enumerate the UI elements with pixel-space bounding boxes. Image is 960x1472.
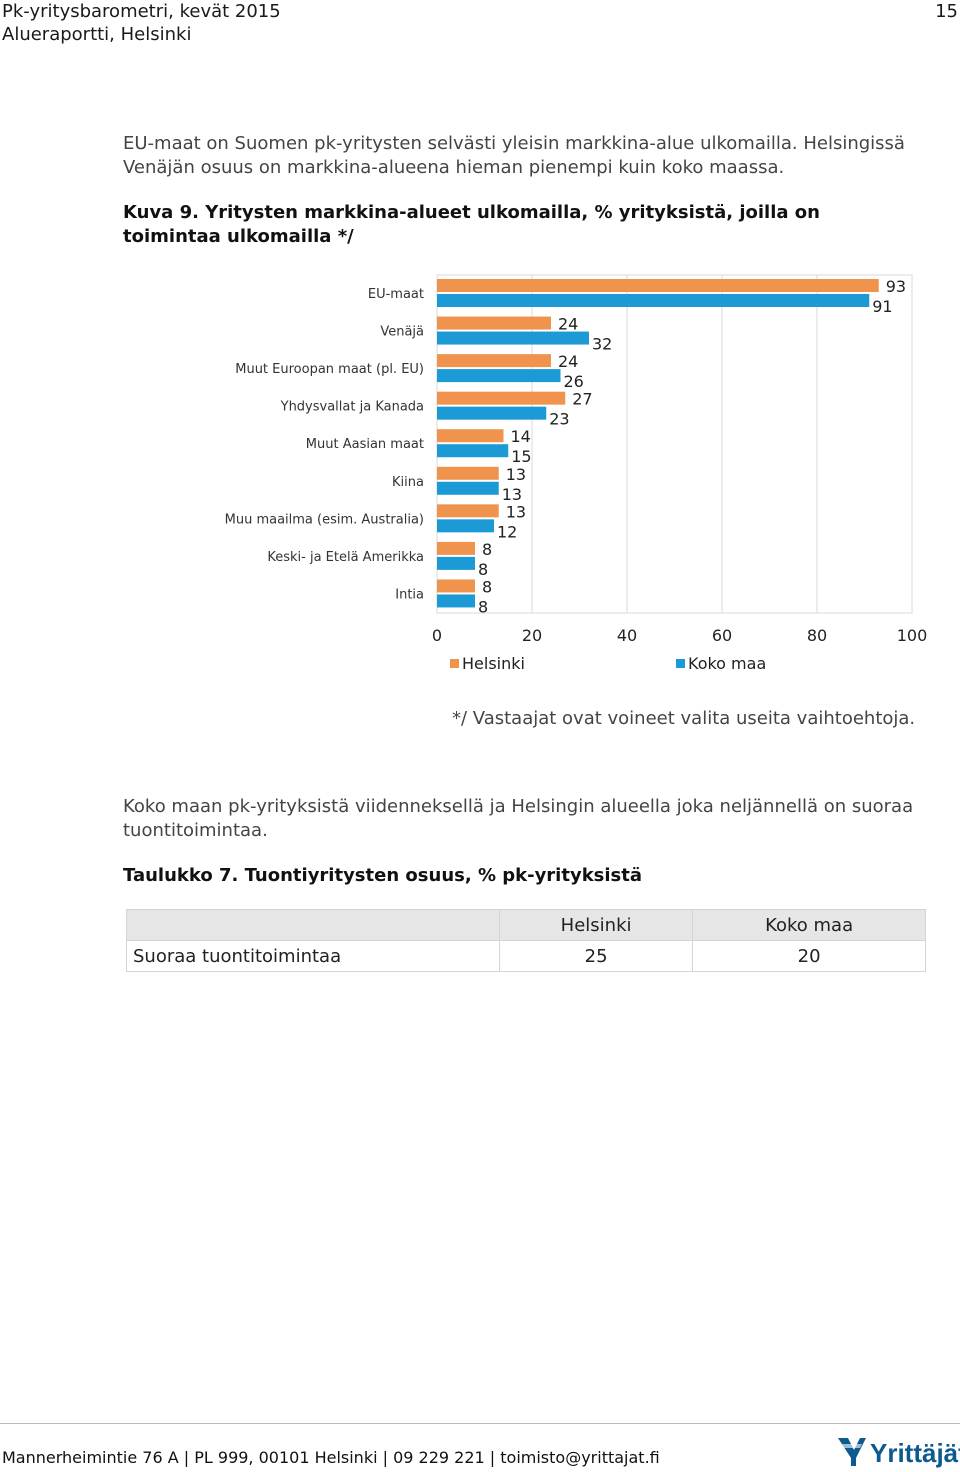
data-label: 26 — [564, 372, 584, 391]
footer-divider — [0, 1423, 960, 1424]
x-tick-label: 40 — [617, 626, 637, 645]
category-label: Intia — [395, 587, 424, 602]
chart-footnote: */ Vastaajat ovat voineet valita useita … — [452, 708, 916, 729]
yrittajat-logo: Yrittäjät — [838, 1438, 960, 1468]
footer-address: Mannerheimintie 76 A | PL 999, 00101 Hel… — [2, 1448, 660, 1467]
legend-swatch — [450, 659, 459, 668]
data-label: 8 — [482, 577, 492, 596]
figure-caption: Kuva 9. Yritysten markkina-alueet ulkoma… — [123, 202, 820, 247]
category-label: Muut Euroopan maat (pl. EU) — [235, 362, 424, 377]
intro-paragraph: EU-maat on Suomen pk-yritysten selvästi … — [123, 133, 905, 178]
bar — [437, 429, 504, 443]
data-label: 8 — [478, 597, 488, 616]
table-caption: Taulukko 7. Tuontiyritysten osuus, % pk-… — [123, 865, 643, 886]
category-label: Yhdysvallat ja Kanada — [280, 400, 424, 415]
data-label: 13 — [502, 485, 522, 504]
data-label: 24 — [558, 315, 578, 334]
legend-swatch — [676, 659, 685, 668]
category-label: Muu maailma (esim. Australia) — [225, 512, 424, 527]
data-label: 8 — [482, 540, 492, 559]
legend-label: Helsinki — [462, 654, 525, 673]
table-cell: Suoraa tuontitoimintaa — [126, 940, 500, 972]
data-label: 13 — [506, 465, 526, 484]
table-header-cell: Koko maa — [692, 909, 926, 941]
x-tick-label: 20 — [522, 626, 542, 645]
data-label: 91 — [872, 297, 892, 316]
bar — [437, 579, 475, 593]
table-header-cell — [126, 909, 500, 941]
category-label: Keski- ja Etelä Amerikka — [267, 550, 424, 565]
bar — [437, 316, 551, 330]
bar — [437, 556, 475, 570]
x-tick-label: 80 — [807, 626, 827, 645]
category-label: EU-maat — [368, 287, 424, 302]
table-header-row: Helsinki Koko maa — [126, 909, 926, 941]
header-subtitle: Alueraportti, Helsinki — [2, 24, 192, 45]
page-number: 15 — [935, 1, 958, 22]
table-cell: 20 — [692, 940, 926, 972]
bar — [437, 519, 494, 533]
bar — [437, 504, 499, 518]
import-table: Helsinki Koko maa Suoraa tuontitoimintaa… — [126, 909, 926, 972]
bar — [437, 369, 561, 383]
data-label: 12 — [497, 522, 517, 541]
logo-text: Yrittäjät — [870, 1438, 960, 1468]
bar — [437, 391, 566, 405]
table-cell: 25 — [498, 940, 694, 972]
table-row: Suoraa tuontitoimintaa 25 20 — [126, 940, 926, 972]
bar — [437, 466, 499, 480]
x-tick-label: 0 — [432, 626, 442, 645]
bar — [437, 406, 547, 420]
bar — [437, 541, 475, 555]
data-label: 15 — [511, 447, 531, 466]
plot-frame — [436, 274, 913, 614]
data-label: 8 — [478, 560, 488, 579]
data-label: 14 — [511, 427, 531, 446]
table-header-cell: Helsinki — [498, 909, 694, 941]
bar — [437, 444, 509, 458]
data-label: 24 — [558, 352, 578, 371]
x-tick-label: 60 — [712, 626, 732, 645]
header-title: Pk-yritysbarometri, kevät 2015 — [2, 1, 281, 22]
bar — [437, 481, 499, 495]
category-label: Muut Aasian maat — [306, 437, 424, 452]
category-label: Kiina — [392, 475, 424, 490]
data-label: 32 — [592, 335, 612, 354]
data-label: 93 — [886, 277, 906, 296]
bar — [437, 354, 551, 368]
tuonti-paragraph: Koko maan pk-yrityksistä viidenneksellä … — [123, 796, 914, 841]
legend-label: Koko maa — [688, 654, 766, 673]
data-label: 23 — [549, 410, 569, 429]
data-label: 13 — [506, 502, 526, 521]
data-label: 27 — [572, 390, 592, 409]
bar — [437, 294, 870, 307]
bar — [437, 594, 475, 608]
bar — [437, 279, 879, 292]
bar — [437, 331, 589, 345]
category-label: Venäjä — [380, 325, 424, 340]
x-tick-label: 100 — [897, 626, 928, 645]
